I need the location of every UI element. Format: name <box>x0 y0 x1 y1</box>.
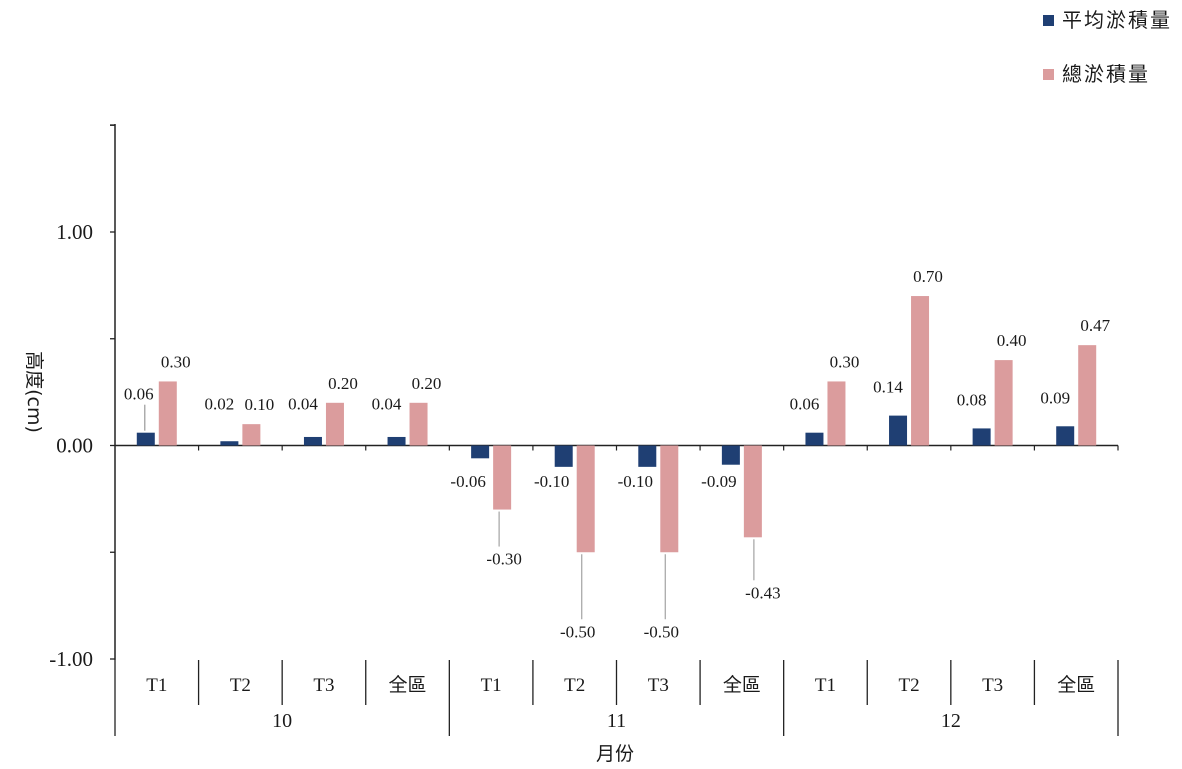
bar-avg <box>220 441 239 446</box>
category-label: 全區 <box>1057 674 1095 696</box>
data-label-total: 0.40 <box>997 331 1027 350</box>
category-label: T3 <box>982 675 1003 696</box>
category-label: T2 <box>230 675 251 696</box>
category-label: T1 <box>815 675 836 696</box>
bar-avg <box>387 436 406 446</box>
bar-avg <box>136 432 155 446</box>
category-label: T1 <box>481 675 502 696</box>
bar-total <box>409 402 428 446</box>
category-label: T3 <box>313 675 334 696</box>
bar-total <box>158 381 177 446</box>
legend-label: 平均淤積量 <box>1062 8 1172 32</box>
category-label: 全區 <box>723 674 761 696</box>
data-label-total: -0.43 <box>745 583 780 602</box>
bar-avg <box>972 428 991 446</box>
data-label-total: 0.20 <box>412 374 442 393</box>
bar-avg <box>805 432 824 446</box>
data-label-avg: 0.14 <box>873 378 903 397</box>
data-label-total: 0.30 <box>161 352 191 371</box>
category-label: T2 <box>564 675 585 696</box>
data-label-total: -0.50 <box>560 622 595 641</box>
bar-total <box>660 445 679 553</box>
legend-label: 總淤積量 <box>1062 62 1150 86</box>
bar-avg <box>471 445 490 459</box>
bar-avg <box>638 445 657 467</box>
data-label-total: -0.50 <box>644 622 679 641</box>
bar-total <box>827 381 846 446</box>
month-label: 10 <box>272 710 292 732</box>
data-label-total: 0.30 <box>830 352 860 371</box>
bar-total <box>576 445 595 553</box>
bar-avg <box>889 415 908 446</box>
bar-total <box>743 445 762 538</box>
category-label: T1 <box>146 675 167 696</box>
bar-total <box>325 402 344 446</box>
data-label-total: 0.70 <box>913 267 943 286</box>
bar-total <box>911 296 930 446</box>
data-label-avg: -0.10 <box>534 472 569 491</box>
category-label: T3 <box>648 675 669 696</box>
data-label-avg: 0.08 <box>957 390 987 409</box>
data-label-avg: 0.06 <box>124 385 154 404</box>
category-label: 全區 <box>389 674 427 696</box>
data-label-avg: 0.09 <box>1040 388 1070 407</box>
bar-total <box>1078 345 1097 446</box>
data-label-avg: 0.02 <box>205 395 235 414</box>
data-label-total: -0.30 <box>486 550 521 569</box>
y-tick-label: 0.00 <box>56 434 93 458</box>
bar-total <box>493 445 512 510</box>
month-label: 11 <box>607 710 626 732</box>
data-labels-layer: 0.06 0.30 0.02 0.10 0.04 0.20 0.04 0.20 -0.06 -0.… <box>124 267 1111 641</box>
data-label-total: 0.10 <box>245 395 275 414</box>
bar-avg <box>721 445 740 465</box>
legend-swatch <box>1043 15 1054 26</box>
data-label-avg: 0.04 <box>372 395 402 414</box>
data-label-total: 0.47 <box>1080 316 1110 335</box>
bars-layer <box>136 296 1097 553</box>
category-label: T2 <box>898 675 919 696</box>
y-axis-title: 高度(cm) <box>23 351 45 433</box>
bar-total <box>994 360 1013 446</box>
y-tick-label: -1.00 <box>49 647 93 671</box>
bar-avg <box>303 436 322 446</box>
data-label-total: 0.20 <box>328 374 358 393</box>
axes-layer: -1.00 0.00 1.00 T1 T2 T3 全區 10 T1 T2 T3 全區 11 T1 T2 T3 全… <box>49 124 1119 736</box>
data-label-avg: -0.10 <box>618 472 653 491</box>
x-axis-title: 月份 <box>596 743 634 765</box>
bar-total <box>242 424 261 446</box>
data-label-avg: -0.06 <box>450 472 485 491</box>
legend-swatch <box>1043 69 1054 80</box>
data-label-avg: 0.06 <box>790 395 820 414</box>
bar-avg <box>554 445 573 467</box>
data-label-avg: 0.04 <box>288 395 318 414</box>
data-label-avg: -0.09 <box>701 472 736 491</box>
bar-avg <box>1056 426 1075 446</box>
month-label: 12 <box>941 710 961 732</box>
y-tick-label: 1.00 <box>56 220 93 244</box>
